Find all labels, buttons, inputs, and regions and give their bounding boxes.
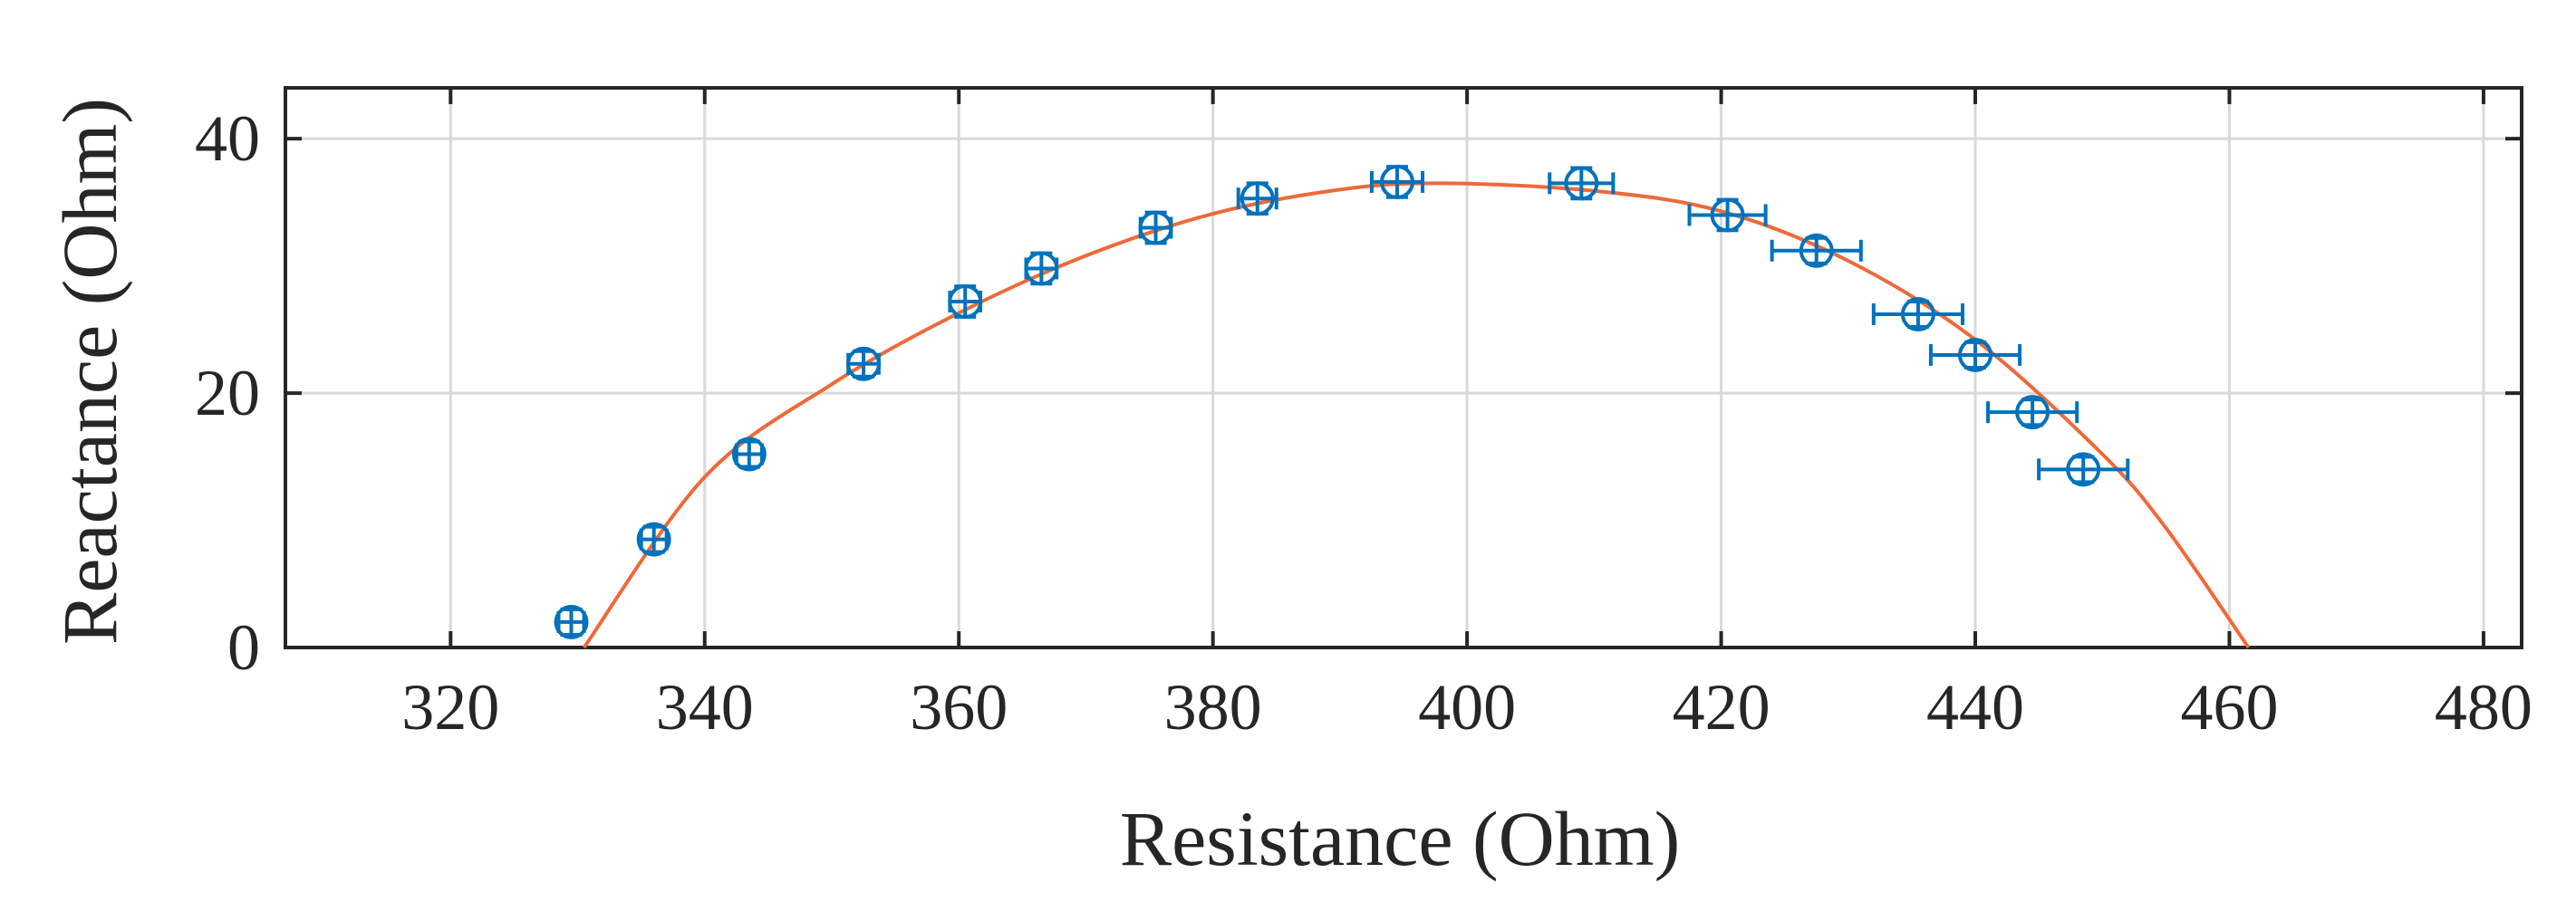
- circle-marker: [1379, 164, 1414, 199]
- circle-marker: [1564, 166, 1599, 201]
- circle-marker: [2066, 452, 2101, 487]
- fit-curve: [582, 181, 2251, 649]
- fit-line: [582, 181, 2251, 649]
- data-point: [948, 283, 983, 319]
- data-point: [636, 522, 671, 557]
- data-point: [1928, 337, 2022, 372]
- data-point: [1986, 395, 2079, 430]
- x-tick-label: 420: [1673, 671, 1770, 744]
- x-tick-label: 320: [401, 671, 499, 744]
- data-point: [2037, 452, 2130, 487]
- circle-marker: [1799, 233, 1834, 268]
- data-point: [1138, 210, 1173, 245]
- x-tick-label: 480: [2435, 671, 2533, 744]
- x-tick-label: 440: [1926, 671, 2024, 744]
- circle-marker: [554, 604, 589, 639]
- circle-marker: [1138, 210, 1173, 245]
- y-tick-label: 0: [227, 611, 260, 684]
- data-point: [554, 604, 589, 639]
- y-axis-label: Reactance (Ohm): [46, 98, 133, 645]
- data-point: [731, 437, 767, 472]
- x-tick-label: 400: [1418, 671, 1516, 744]
- circle-marker: [1900, 297, 1935, 332]
- data-point: [1770, 233, 1863, 268]
- x-tick-label: 460: [2180, 671, 2278, 744]
- data-point: [846, 346, 882, 381]
- circle-marker: [2015, 395, 2050, 430]
- data-points: [554, 164, 2130, 639]
- y-tick-label: 40: [195, 102, 260, 175]
- data-point: [1236, 181, 1278, 216]
- data-point: [1548, 166, 1616, 201]
- grid: [285, 88, 2522, 648]
- circle-marker: [846, 346, 882, 381]
- x-tick-label: 380: [1164, 671, 1262, 744]
- circle-marker: [948, 283, 983, 319]
- data-point: [1871, 297, 1964, 332]
- circle-marker: [731, 437, 767, 472]
- data-point: [1687, 197, 1768, 233]
- axis-ticks: [285, 88, 2522, 649]
- circle-marker: [1240, 181, 1275, 216]
- y-tick-label: 20: [195, 357, 260, 429]
- circle-marker: [636, 522, 671, 557]
- circle-marker: [1024, 251, 1059, 286]
- x-axis-label: Resistance (Ohm): [1120, 795, 1681, 882]
- circle-marker: [1958, 337, 1993, 372]
- x-tick-label: 340: [656, 671, 754, 744]
- x-tick-label: 360: [910, 671, 1008, 744]
- data-point: [1024, 251, 1059, 286]
- plot-area-frame: [284, 86, 2523, 649]
- tick-labels: 320 340 360 380 400 420 440 460 480 0 20 40: [195, 102, 2533, 744]
- circle-marker: [1710, 197, 1745, 233]
- data-point: [1369, 164, 1425, 199]
